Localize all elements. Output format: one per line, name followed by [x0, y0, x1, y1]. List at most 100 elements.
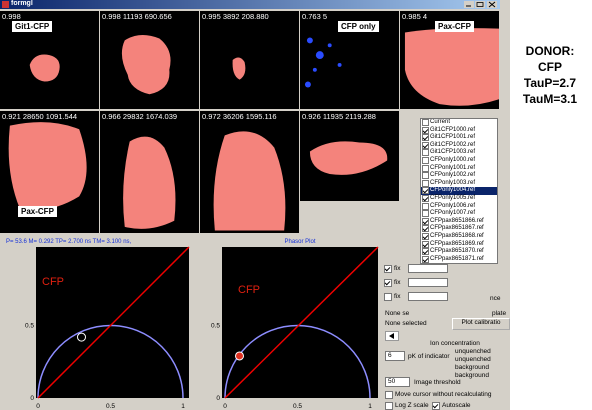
cell-shape	[405, 28, 499, 106]
checkbox[interactable]	[384, 265, 392, 273]
tile-header: 0.926 11935 2119.288	[302, 112, 376, 121]
cell-image	[200, 11, 299, 109]
cell-shape	[214, 131, 286, 230]
list-checkbox[interactable]	[422, 233, 429, 240]
list-checkbox[interactable]	[422, 127, 429, 134]
list-item-name: Current	[430, 119, 450, 125]
note-line: CFP	[490, 60, 592, 74]
field-label: pK of indicator	[408, 353, 450, 360]
list-checkbox[interactable]	[422, 256, 429, 263]
input-field[interactable]	[408, 278, 448, 287]
fluor-spot	[305, 82, 311, 88]
tile-header: 0.998 11193 690.656	[102, 12, 172, 21]
status-text: None se	[385, 310, 409, 317]
list-item[interactable]: CFPonly1004.ref	[421, 187, 497, 195]
tile-label: Git1-CFP	[12, 21, 52, 32]
list-item[interactable]: CFPonly1001.ref	[421, 165, 497, 173]
list-checkbox[interactable]	[422, 203, 429, 210]
list-checkbox[interactable]	[422, 210, 429, 217]
tile-header: 0.998	[2, 12, 21, 21]
list-checkbox[interactable]	[422, 149, 429, 156]
list-item-name: CFPpax8651869.ref	[430, 241, 484, 247]
image-tile: 0.995 3892 208.880	[200, 11, 299, 109]
list-item[interactable]: CFPpax8651870.ref	[421, 248, 497, 256]
field-label: unquenched	[455, 356, 491, 363]
checkbox[interactable]	[384, 293, 392, 301]
y-tick-label: 0.5	[211, 323, 220, 330]
list-item-name: CFPpax8651868.ref	[430, 233, 484, 239]
plot-calibration-button[interactable]: Plot calibratio	[452, 318, 510, 330]
cell-shape	[310, 141, 387, 175]
field-label: unquenched	[455, 348, 491, 355]
x-tick-label: 0	[223, 403, 227, 410]
list-checkbox[interactable]	[422, 142, 429, 149]
checkbox[interactable]	[384, 279, 392, 287]
checkbox[interactable]	[385, 391, 393, 399]
marker-label: CFP	[42, 276, 64, 288]
list-item[interactable]: CFPpax8651871.ref	[421, 256, 497, 264]
list-item-name: Git1CFP1002.ref	[430, 142, 475, 148]
list-item[interactable]: CFPonly1000.ref	[421, 157, 497, 165]
list-item[interactable]: Current	[421, 119, 497, 127]
list-item[interactable]: Git1CFP1001.ref	[421, 134, 497, 142]
phasor-point	[236, 352, 244, 360]
partial-label: nce	[490, 295, 500, 302]
list-checkbox[interactable]	[422, 218, 429, 225]
list-item[interactable]: CFPonly1007.ref	[421, 210, 497, 218]
list-item-name: CFPonly1000.ref	[430, 157, 475, 163]
list-item-name: CFPpax8651866.ref	[430, 218, 484, 224]
y-tick-label: 0.5	[25, 323, 34, 330]
image-tile: 0.926 11935 2119.288	[300, 111, 399, 201]
field-label: background	[455, 364, 489, 371]
plot-area: P= 53.6 M= 0.292 TP= 2.700 ns TM= 3.100 …	[0, 235, 400, 410]
image-tile: 0.763 5CFP only	[300, 11, 399, 109]
tile-label: Pax-CFP	[18, 206, 57, 217]
list-item[interactable]: CFPonly1005.ref	[421, 195, 497, 203]
list-checkbox[interactable]	[422, 134, 429, 141]
tile-label: CFP only	[338, 21, 379, 32]
list-item[interactable]: CFPpax8651866.ref	[421, 218, 497, 226]
list-item[interactable]: CFPonly1002.ref	[421, 172, 497, 180]
threshold-input[interactable]: 50	[385, 377, 410, 387]
list-item[interactable]: Git1CFP1003.ref	[421, 149, 497, 157]
list-checkbox[interactable]	[422, 172, 429, 179]
list-checkbox[interactable]	[422, 248, 429, 255]
list-checkbox[interactable]	[422, 119, 429, 126]
input-field[interactable]	[408, 292, 448, 301]
fluor-spot	[328, 43, 332, 47]
list-item[interactable]: CFPpax8651867.ref	[421, 225, 497, 233]
checkbox[interactable]	[385, 402, 393, 410]
list-item-name: Git1CFP1003.ref	[430, 149, 475, 155]
list-checkbox[interactable]	[422, 180, 429, 187]
page: formgl 0.998Git1-CFP 0.998 11193 690.656 0…	[0, 0, 592, 410]
list-checkbox[interactable]	[422, 195, 429, 202]
list-item[interactable]: CFPonly1003.ref	[421, 180, 497, 188]
list-checkbox[interactable]	[422, 187, 429, 194]
list-item-name: CFPonly1002.ref	[430, 172, 475, 178]
arrow-icon	[389, 333, 394, 339]
list-checkbox[interactable]	[422, 225, 429, 232]
pk-input[interactable]: 6	[385, 351, 405, 361]
list-item-name: Git1CFP1000.ref	[430, 127, 475, 133]
list-item[interactable]: CFPonly1006.ref	[421, 203, 497, 211]
list-checkbox[interactable]	[422, 241, 429, 248]
list-item-name: CFPonly1004.ref	[430, 187, 475, 193]
list-item[interactable]: Git1CFP1002.ref	[421, 142, 497, 150]
list-checkbox[interactable]	[422, 157, 429, 164]
checkbox-label: fix	[394, 293, 401, 300]
list-item-name: CFPonly1006.ref	[430, 203, 475, 209]
fluor-spot	[338, 63, 342, 67]
checkbox-label: Autoscale	[442, 402, 471, 409]
list-item[interactable]: Git1CFP1000.ref	[421, 127, 497, 135]
list-item[interactable]: CFPpax8651869.ref	[421, 241, 497, 249]
list-checkbox[interactable]	[422, 165, 429, 172]
scroll-arrow[interactable]	[385, 331, 399, 341]
window-title: formgl	[11, 0, 33, 7]
input-field[interactable]	[408, 264, 448, 273]
checkbox[interactable]	[432, 402, 440, 410]
x-tick-label: 0.5	[106, 403, 115, 410]
list-item[interactable]: CFPpax8651868.ref	[421, 233, 497, 241]
note-line: TauP=2.7	[490, 76, 592, 90]
window-buttons[interactable]	[464, 1, 498, 9]
